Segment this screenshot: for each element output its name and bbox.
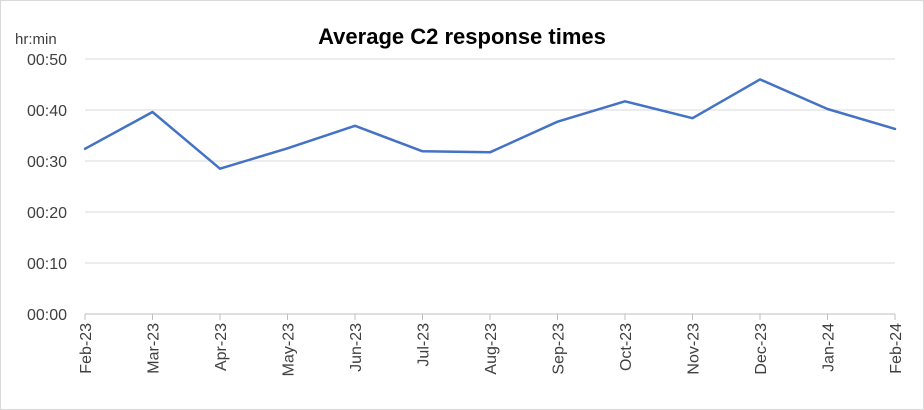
y-tick-label: 00:40 xyxy=(27,103,67,120)
x-tick-label: Mar-23 xyxy=(146,323,163,374)
x-tick-label: Jun-23 xyxy=(348,323,365,372)
y-tick-label: 00:50 xyxy=(27,52,67,69)
x-tick-label: Nov-23 xyxy=(686,323,703,375)
series-line xyxy=(83,78,897,170)
x-tick-label: Oct-23 xyxy=(618,323,635,371)
y-tick-label: 00:00 xyxy=(27,307,67,324)
x-tick-label: Sep-23 xyxy=(551,323,568,375)
gridlines xyxy=(85,58,895,264)
series-lines xyxy=(83,78,897,170)
x-tick-label: Dec-23 xyxy=(753,323,770,375)
x-tick-label: May-23 xyxy=(281,323,298,376)
x-tick-label: Jul-23 xyxy=(416,323,433,367)
x-tick-label: Apr-23 xyxy=(213,323,230,371)
y-axis-ticks: 00:00 00:10 00:20 00:30 00:40 00:50 xyxy=(27,52,67,324)
y-tick-label: 00:30 xyxy=(27,154,67,171)
y-tick-label: 00:10 xyxy=(27,256,67,273)
x-tick-label: Feb-23 xyxy=(78,323,95,374)
chart-title: Average C2 response times xyxy=(318,24,606,49)
x-tick-label: Aug-23 xyxy=(483,323,500,375)
y-tick-label: 00:20 xyxy=(27,205,67,222)
x-tick-label: Feb-24 xyxy=(888,323,905,374)
x-axis-ticks: Feb-23 Mar-23 Apr-23 May-23 Jun-23 Jul-23 Aug-… xyxy=(78,314,905,376)
x-tick-label: Jan-24 xyxy=(821,323,838,372)
y-axis-unit-label: hr:min xyxy=(15,31,57,48)
